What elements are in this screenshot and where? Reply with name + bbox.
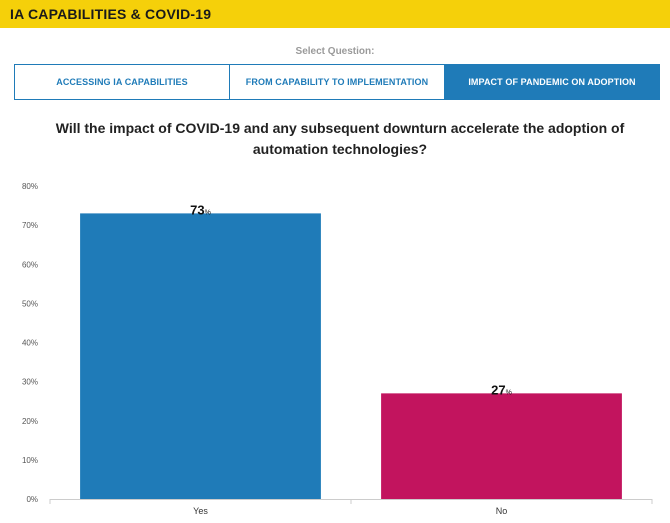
select-question-label: Select Question:: [295, 46, 375, 57]
y-tick-label: 60%: [22, 260, 38, 269]
y-tick-label: 70%: [22, 221, 38, 230]
tab-accessing-ia-capabilities[interactable]: ACCESSING IA CAPABILITIES: [14, 64, 230, 100]
y-tick-label: 80%: [22, 182, 38, 191]
header-bar: IA CAPABILITIES & COVID-19: [0, 0, 670, 28]
value-label-yes: 73%: [190, 202, 211, 217]
tab-impact-of-pandemic-on-adoption[interactable]: IMPACT OF PANDEMIC ON ADOPTION: [445, 64, 660, 100]
bar-no: [381, 393, 622, 499]
y-tick-label: 40%: [22, 339, 38, 348]
bar-chart: 0% 10% 20% 30% 40% 50% 60% 70% 80% 73% Yes 27% No: [22, 182, 653, 516]
y-tick-label: 50%: [22, 299, 38, 308]
y-tick-label: 0%: [26, 495, 38, 504]
x-category-label-no: No: [496, 506, 508, 516]
value-unit-yes: %: [205, 209, 211, 216]
y-tick-label: 30%: [22, 378, 38, 387]
bar-yes: [80, 213, 321, 499]
y-tick-label: 20%: [22, 417, 38, 426]
value-unit-no: %: [506, 389, 512, 396]
chart-question: Will the impact of COVID-19 and any subs…: [55, 120, 625, 157]
y-tick-label: 10%: [22, 456, 38, 465]
page-title: IA CAPABILITIES & COVID-19: [10, 6, 212, 22]
question-tabs: ACCESSING IA CAPABILITIES FROM CAPABILIT…: [14, 64, 660, 100]
tab-from-capability-to-implementation[interactable]: FROM CAPABILITY TO IMPLEMENTATION: [230, 64, 445, 100]
value-label-no: 27%: [491, 382, 512, 397]
value-number-yes: 73: [190, 202, 204, 217]
value-number-no: 27: [491, 382, 505, 397]
x-category-label-yes: Yes: [193, 506, 208, 516]
